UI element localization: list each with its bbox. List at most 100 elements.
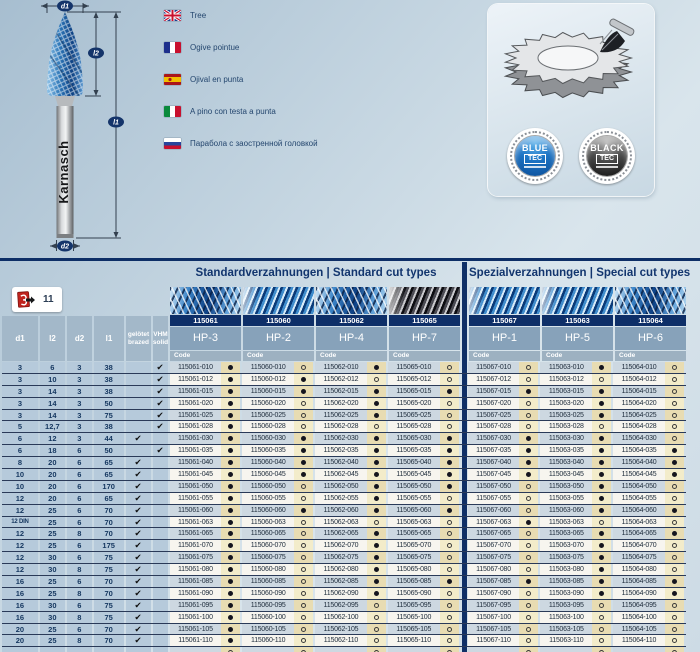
- available-dot-empty: [671, 543, 677, 549]
- code-cell: 115065-100: [387, 611, 459, 623]
- code-cell: 115062-085: [315, 576, 386, 587]
- code-cell: 115067-020: [467, 397, 539, 409]
- code-cell: 115064-105: [613, 623, 684, 635]
- article-code: 115061-085: [169, 576, 222, 587]
- dim-cell: 44: [93, 433, 124, 445]
- availability-cell: [592, 409, 612, 421]
- code-cell: 115060-055: [242, 492, 314, 504]
- availability-cell: [439, 635, 459, 647]
- code-cell: 115067-055: [467, 492, 539, 504]
- available-dot-filled: [228, 626, 234, 632]
- article-code: 115065-080: [387, 564, 440, 576]
- code-cell: 115061-045: [169, 469, 241, 480]
- availability-cell: [221, 480, 241, 492]
- code-cell: 115064-080: [613, 564, 684, 576]
- dim-cell: 16: [2, 599, 38, 611]
- dim-cell: 8: [66, 611, 92, 623]
- table-row: 16 25 6 70 ✔ 115061-085 115060-085 115062-085 11…: [2, 576, 686, 588]
- section-gap: [461, 612, 466, 613]
- available-dot-filled: [526, 436, 532, 442]
- availability-cell: [664, 587, 684, 599]
- brazed-cell: [125, 373, 151, 385]
- header-line: gelötet: [127, 330, 150, 338]
- available-dot-empty: [671, 364, 677, 370]
- section-gap: [461, 374, 466, 375]
- code-cell: 115062-040: [315, 457, 386, 469]
- availability-cell: [439, 587, 459, 599]
- code-cell: 115067-095: [467, 599, 539, 611]
- available-dot-filled: [373, 483, 379, 489]
- article-code: 115067-020: [467, 397, 520, 409]
- article-code: 115063-090: [540, 587, 593, 599]
- available-dot-empty: [671, 614, 677, 620]
- dim-cell: 3: [2, 373, 38, 385]
- article-code: 115064-010: [613, 362, 665, 373]
- article-code: 115067-055: [467, 492, 520, 504]
- language-item: Ogive pointue: [164, 41, 318, 53]
- availability-cell: [294, 492, 314, 504]
- product-column-115064: 115064 HP-6 Code: [615, 287, 686, 361]
- availability-cell: [592, 385, 612, 397]
- available-dot-filled: [373, 400, 379, 406]
- code-cell: 115067-105: [467, 623, 539, 635]
- availability-cell: [366, 564, 386, 576]
- available-dot-empty: [526, 567, 532, 573]
- availability-cell: [439, 397, 459, 409]
- code-cell: 115064-070: [613, 540, 684, 552]
- article-code: 115067-063: [467, 516, 520, 528]
- code-cell: 115064-028: [613, 421, 684, 433]
- article-code: 115061-010: [169, 362, 222, 373]
- available-dot-empty: [599, 424, 605, 430]
- code-cell: 115060-012: [242, 373, 314, 385]
- available-dot-filled: [373, 412, 379, 418]
- code-header: Code: [316, 351, 387, 361]
- code-cell: 115065-025: [387, 409, 459, 421]
- article-code: 115061-015: [169, 385, 222, 397]
- article-code: 115062-050: [315, 480, 367, 492]
- availability-cell: [439, 611, 459, 623]
- dim-cell: 8: [66, 564, 92, 576]
- vhm-cell: [152, 611, 168, 623]
- dim-cell: 10: [2, 469, 38, 480]
- available-dot-filled: [446, 578, 452, 584]
- language-item: Парабола с заостренной головкой: [164, 137, 318, 149]
- available-dot-filled: [228, 388, 234, 394]
- dim-cell: 70: [93, 528, 124, 540]
- article-code: 115065-095: [387, 599, 440, 611]
- code-cell: 115062-028: [315, 421, 386, 433]
- table-row: 16 30 6 75 ✔ 115061-095 115060-095 115062-095 11…: [2, 600, 686, 612]
- availability-cell: [294, 576, 314, 587]
- code-cell: 115065-055: [387, 492, 459, 504]
- available-dot-filled: [599, 555, 605, 561]
- available-dot-filled: [228, 531, 234, 537]
- availability-cell: [439, 362, 459, 373]
- article-code: 115065-012: [387, 373, 440, 385]
- vhm-cell: [152, 480, 168, 492]
- dim-cell: 3: [2, 385, 38, 397]
- article-code: 115060-110: [242, 635, 295, 647]
- code-cell: 115061-105: [169, 623, 241, 635]
- article-code: 115067-065: [467, 528, 520, 540]
- available-dot-empty: [599, 638, 605, 644]
- availability-cell: [519, 623, 539, 635]
- availability-cell: [366, 385, 386, 397]
- article-code: [169, 647, 222, 652]
- available-dot-empty: [301, 519, 307, 525]
- article-code: 115067-070: [467, 540, 520, 552]
- section-gap: [461, 362, 466, 363]
- available-dot-filled: [599, 483, 605, 489]
- code-cell: 115063-055: [540, 492, 612, 504]
- available-dot-filled: [373, 471, 379, 477]
- dim-cell: [125, 647, 151, 652]
- availability-cell: [294, 433, 314, 445]
- code-cell: 115062-025: [315, 409, 386, 421]
- dim-cell: 30: [39, 552, 65, 564]
- table-row: 3 14 3 50 ✔ 115061-020 115060-020 115062-020 115…: [2, 398, 686, 410]
- available-dot-filled: [599, 388, 605, 394]
- brazed-cell: [125, 445, 151, 457]
- availability-cell: [664, 623, 684, 635]
- available-dot-empty: [526, 602, 532, 608]
- dim-cell: 3: [2, 397, 38, 409]
- available-dot-filled: [301, 507, 307, 513]
- table-row: 3 6 3 38 ✔ 115061-010 115060-010 115062-010 1150…: [2, 362, 686, 374]
